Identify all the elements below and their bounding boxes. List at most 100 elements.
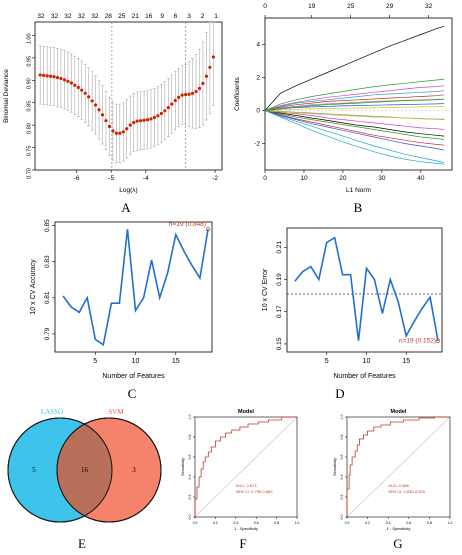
y-tick-label: 0.8 — [188, 435, 192, 440]
x-tick-label: -4 — [143, 175, 149, 182]
top-axis-label: 32 — [91, 13, 99, 20]
panel-label-d: D — [335, 386, 344, 401]
roc-title: Model — [238, 409, 254, 415]
data-point — [190, 91, 195, 95]
x-tick-label: 0.0 — [345, 521, 350, 525]
top-axis-label: 9 — [160, 13, 164, 20]
x-tick-label: 0.6 — [406, 521, 411, 525]
data-point — [128, 123, 132, 127]
y-axis-label: Sensitivity — [180, 458, 185, 476]
x-tick-label: 0.2 — [365, 521, 370, 525]
coefficient-path — [264, 110, 445, 140]
y-tick-label: 0.83 — [44, 255, 51, 268]
x-tick-label: 0.4 — [386, 521, 391, 525]
x-tick-label: 0.8 — [427, 521, 432, 525]
coefficient-path — [264, 90, 445, 111]
x-axis-label: 1 - Specificity — [387, 526, 411, 531]
data-point — [42, 73, 46, 77]
coefficient-path — [264, 85, 445, 111]
data-point — [114, 131, 118, 135]
data-point — [55, 76, 60, 80]
auc-annotation: 95% CI: 0.830-0.933 — [388, 489, 425, 494]
x-tick-label: 10 — [132, 358, 140, 365]
y-tick-label: 0.0 — [340, 515, 344, 520]
x-tick-label: -2 — [212, 175, 218, 182]
y-tick-label: 0.2 — [188, 495, 192, 500]
x-tick-label: 15 — [402, 358, 410, 365]
y-tick-label: 0.15 — [276, 337, 283, 350]
y-tick-label: 0.21 — [276, 241, 283, 254]
plot-frame — [264, 17, 453, 171]
data-point — [87, 95, 91, 99]
coefficient-path — [264, 110, 445, 130]
data-point — [111, 129, 115, 133]
x-tick-label: 20 — [339, 175, 347, 182]
optimal-annotation: n=19 (0.848) — [169, 221, 206, 228]
data-point — [69, 81, 73, 85]
data-point — [170, 102, 174, 106]
data-point — [52, 75, 56, 79]
panel-g-roc: Model 0.0 0.2 0.4 0.6 0.8 1.0 0.0 0.2 0.4 0.6 0.8 1.… — [332, 409, 452, 531]
panel-label-e: E — [78, 536, 86, 550]
data-point — [118, 131, 122, 135]
top-axis-label: 25 — [347, 3, 355, 10]
panel-f-roc: Model 0.0 0.2 0.4 0.6 0.8 1.0 0.0 0.2 0.4 0.6 0.8 1.… — [180, 409, 299, 531]
coefficient-path — [264, 110, 445, 146]
data-point — [211, 55, 215, 59]
data-point — [48, 74, 53, 78]
y-axis-label: 10 x CV Accuracy — [30, 259, 37, 315]
top-axis-label: 21 — [132, 13, 140, 20]
y-tick-label: 0.75 — [26, 146, 32, 157]
x-axis-label: Number of Features — [333, 373, 396, 380]
data-point — [187, 92, 191, 96]
top-axis-label: 6 — [174, 13, 178, 20]
y-tick-label: 0.6 — [188, 455, 192, 460]
panel-label-b: B — [354, 200, 363, 215]
coefficient-path — [264, 78, 445, 111]
coefficient-path — [264, 110, 445, 151]
coefficient-path — [264, 94, 445, 111]
y-tick-label: 0.6 — [340, 455, 344, 460]
data-point — [66, 79, 70, 83]
roc-title: Model — [391, 409, 407, 415]
coefficient-path — [264, 106, 445, 111]
data-point — [83, 91, 87, 95]
top-axis-label: 25 — [118, 13, 126, 20]
x-tick-label: 1.0 — [448, 521, 453, 525]
venn-count-lasso: 5 — [32, 466, 36, 474]
y-tick-label: 1.0 — [340, 415, 344, 420]
panel-label-g: G — [393, 536, 402, 550]
coefficient-path — [264, 110, 445, 163]
y-tick-label: 0.95 — [26, 56, 32, 67]
y-axis-label: Coefficients — [234, 76, 241, 111]
coefficient-path — [264, 25, 445, 111]
panel-d-cv-error: 0.15 0.17 0.19 0.21 5 10 15 Number of Features 1… — [262, 227, 443, 380]
data-point — [76, 85, 80, 90]
data-point — [132, 120, 136, 125]
data-point — [104, 119, 108, 123]
coefficient-path — [264, 110, 445, 165]
x-axis-label: Number of Features — [102, 373, 165, 380]
x-tick-label: 10 — [300, 175, 308, 182]
data-point — [184, 93, 188, 97]
data-point — [163, 109, 167, 113]
y-tick-label: 0.90 — [26, 78, 32, 89]
optimal-point — [435, 338, 441, 343]
venn-count-svm: 3 — [132, 466, 136, 474]
y-axis-label: 10 x CV Error — [262, 268, 269, 311]
data-point — [166, 106, 170, 110]
data-point — [45, 74, 49, 78]
data-point — [194, 89, 198, 94]
data-point — [159, 111, 163, 116]
data-point — [90, 99, 94, 103]
data-point — [125, 127, 129, 131]
data-point — [135, 119, 139, 123]
data-point — [100, 113, 105, 117]
venn-intersection — [57, 418, 112, 522]
y-tick-label: 1.0 — [188, 415, 192, 420]
top-axis-label: 29 — [386, 3, 394, 10]
data-point — [177, 95, 181, 99]
data-point — [142, 118, 146, 122]
x-axis-label: Log(λ) — [119, 187, 137, 194]
